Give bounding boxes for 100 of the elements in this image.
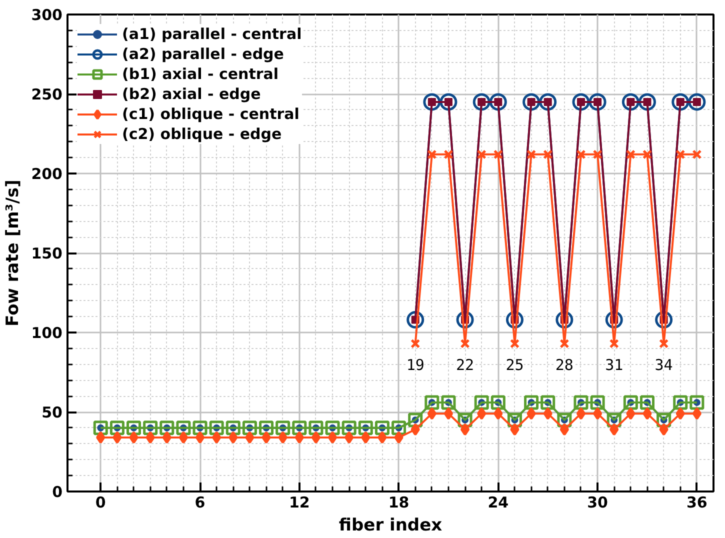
point <box>427 407 436 420</box>
point <box>510 423 520 436</box>
point <box>146 431 155 444</box>
point <box>489 93 507 111</box>
point <box>692 407 702 420</box>
legend-label: (b1) axial - central <box>122 64 279 84</box>
x-tick-label: 36 <box>686 494 708 512</box>
point <box>626 407 636 420</box>
point <box>209 420 224 436</box>
point <box>524 395 539 410</box>
point <box>228 431 238 444</box>
x-tick-label: 30 <box>587 494 608 512</box>
point <box>424 395 440 410</box>
point <box>560 338 570 348</box>
x-tick-label: 12 <box>288 494 310 512</box>
point <box>410 423 420 436</box>
point <box>494 407 503 420</box>
point <box>610 423 619 436</box>
point <box>477 407 486 420</box>
point <box>659 338 669 348</box>
point <box>560 423 570 436</box>
point <box>510 338 520 348</box>
point <box>378 431 387 444</box>
annotation: 25 <box>506 356 524 374</box>
point <box>143 420 158 436</box>
point <box>441 395 456 410</box>
point <box>690 395 704 410</box>
point <box>642 407 652 420</box>
point <box>592 407 602 420</box>
point <box>590 395 605 410</box>
point <box>460 338 470 348</box>
annotation: 22 <box>456 356 474 374</box>
point <box>588 93 606 111</box>
point <box>245 431 254 444</box>
point <box>659 423 668 436</box>
point <box>226 420 240 436</box>
x-tick-label: 24 <box>488 494 509 512</box>
y-tick-label: 250 <box>31 86 62 104</box>
point <box>311 431 321 444</box>
point <box>444 407 454 420</box>
point <box>242 420 257 436</box>
point <box>358 420 373 436</box>
y-tick-label: 100 <box>31 324 62 342</box>
point <box>308 420 324 436</box>
point <box>592 150 602 160</box>
annotation: 19 <box>406 356 424 374</box>
x-tick-label: 0 <box>95 494 106 512</box>
point <box>692 150 702 160</box>
point <box>93 420 108 436</box>
point <box>361 431 370 444</box>
point <box>262 431 271 444</box>
point <box>427 150 437 160</box>
y-tick-label: 300 <box>31 6 62 24</box>
legend-label: (c2) oblique - edge <box>122 124 282 144</box>
point <box>444 150 454 160</box>
point <box>278 431 288 444</box>
point <box>476 150 486 160</box>
point <box>543 150 553 160</box>
point <box>110 420 124 436</box>
legend-label: (a1) parallel - central <box>122 24 302 44</box>
x-tick-label: 18 <box>388 494 410 512</box>
point <box>392 420 406 436</box>
point <box>344 431 354 444</box>
point <box>574 395 588 410</box>
point <box>126 420 142 436</box>
point <box>539 93 557 111</box>
point <box>325 420 340 436</box>
point <box>543 407 552 420</box>
point <box>673 395 688 410</box>
point <box>162 431 172 444</box>
point <box>623 395 638 410</box>
legend-label: (c1) oblique - central <box>122 104 300 124</box>
point <box>688 93 706 111</box>
annotation: 28 <box>555 356 574 374</box>
point <box>460 423 470 436</box>
x-axis-title: fiber index <box>338 516 442 536</box>
point <box>394 431 404 444</box>
point <box>490 395 506 410</box>
point <box>96 431 106 444</box>
point <box>638 93 656 111</box>
point <box>129 431 138 444</box>
point <box>640 395 654 410</box>
y-tick-label: 200 <box>31 165 62 183</box>
point <box>626 150 636 160</box>
point <box>440 93 458 111</box>
point <box>374 420 390 436</box>
point <box>178 431 188 444</box>
annotation: 31 <box>605 356 624 374</box>
point <box>526 150 536 160</box>
point <box>474 395 489 410</box>
x-tick-label: 6 <box>194 494 206 512</box>
legend-label: (b2) axial - edge <box>122 84 261 104</box>
legend-label: (a2) parallel - edge <box>122 44 284 64</box>
point <box>540 395 556 410</box>
annotation: 34 <box>654 356 673 374</box>
point <box>276 420 290 436</box>
point <box>160 420 174 436</box>
point <box>195 431 205 444</box>
point <box>576 407 586 420</box>
point <box>642 150 652 160</box>
